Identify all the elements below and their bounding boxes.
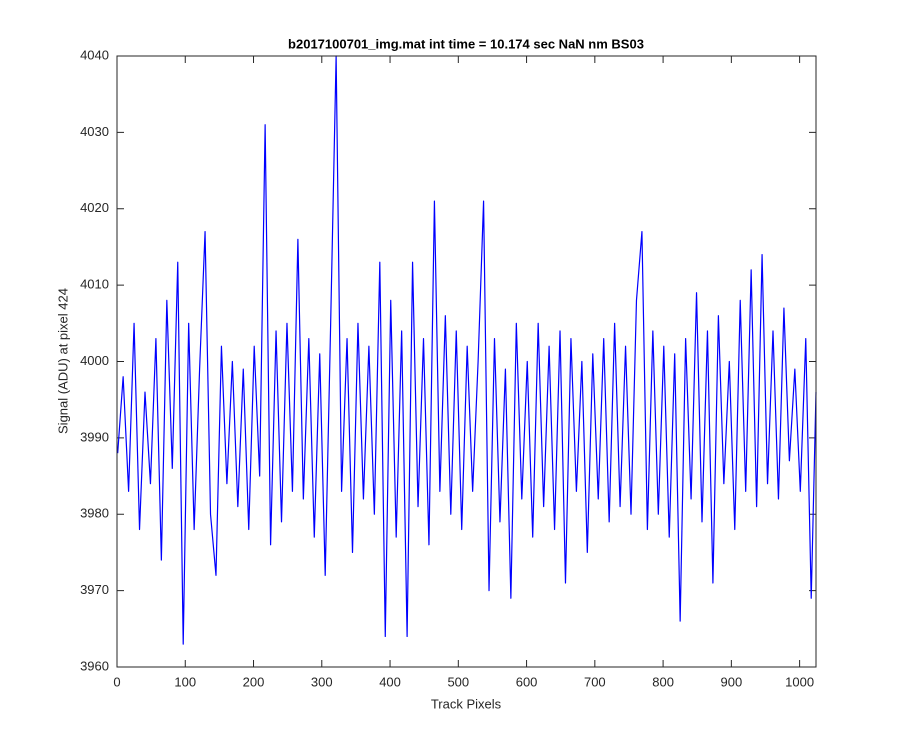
x-tick-label: 1000 (785, 674, 814, 689)
y-tick-label: 4010 (80, 277, 109, 292)
x-tick-label: 300 (311, 674, 333, 689)
y-tick-label: 4020 (80, 200, 109, 215)
x-axis-label: Track Pixels (431, 696, 502, 711)
x-tick-label: 200 (243, 674, 265, 689)
x-tick-label: 600 (516, 674, 538, 689)
chart-title: b2017100701_img.mat int time = 10.174 se… (288, 36, 644, 51)
y-tick-label: 4040 (80, 47, 109, 62)
x-tick-label: 400 (379, 674, 401, 689)
y-tick-label: 4030 (80, 124, 109, 139)
y-axis-label: Signal (ADU) at pixel 424 (55, 288, 70, 434)
x-tick-label: 100 (174, 674, 196, 689)
x-tick-label: 700 (584, 674, 606, 689)
axes-box (116, 55, 817, 668)
x-tick-label: 500 (447, 674, 469, 689)
data-line (117, 55, 817, 645)
y-tick-label: 3970 (80, 582, 109, 597)
y-tick-label: 4000 (80, 353, 109, 368)
y-tick-label: 3980 (80, 506, 109, 521)
x-tick-label: 0 (113, 674, 120, 689)
y-tick-label: 3990 (80, 429, 109, 444)
y-tick-label: 3960 (80, 658, 109, 673)
x-tick-label: 800 (652, 674, 674, 689)
x-tick-label: 900 (721, 674, 743, 689)
